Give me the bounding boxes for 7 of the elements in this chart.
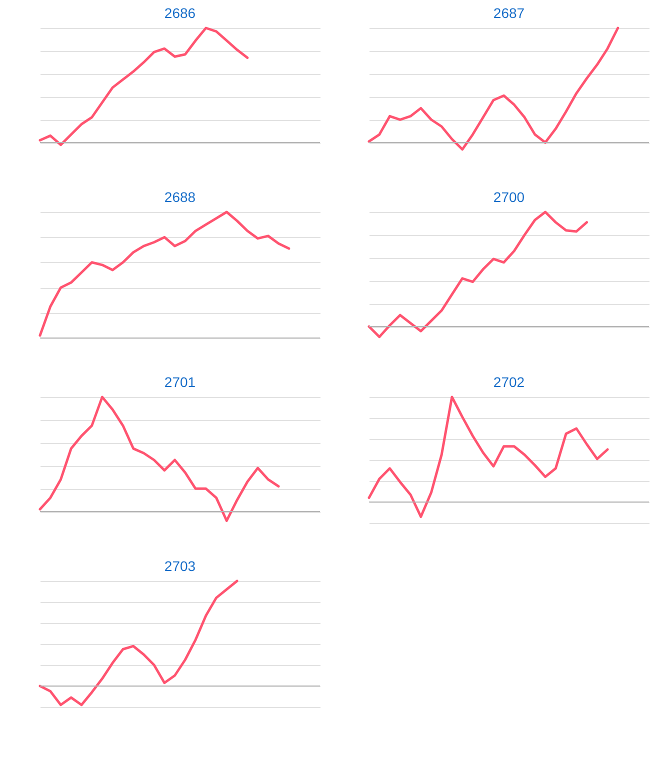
chart-title: 2702 — [493, 374, 525, 390]
chart-title: 2700 — [493, 188, 525, 205]
chart-title: 2687 — [493, 4, 525, 21]
chart-title: 2701 — [164, 374, 196, 390]
chart-title: 2703 — [164, 558, 196, 574]
chart-title: 2688 — [164, 188, 196, 205]
chart-title: 2686 — [164, 4, 196, 21]
